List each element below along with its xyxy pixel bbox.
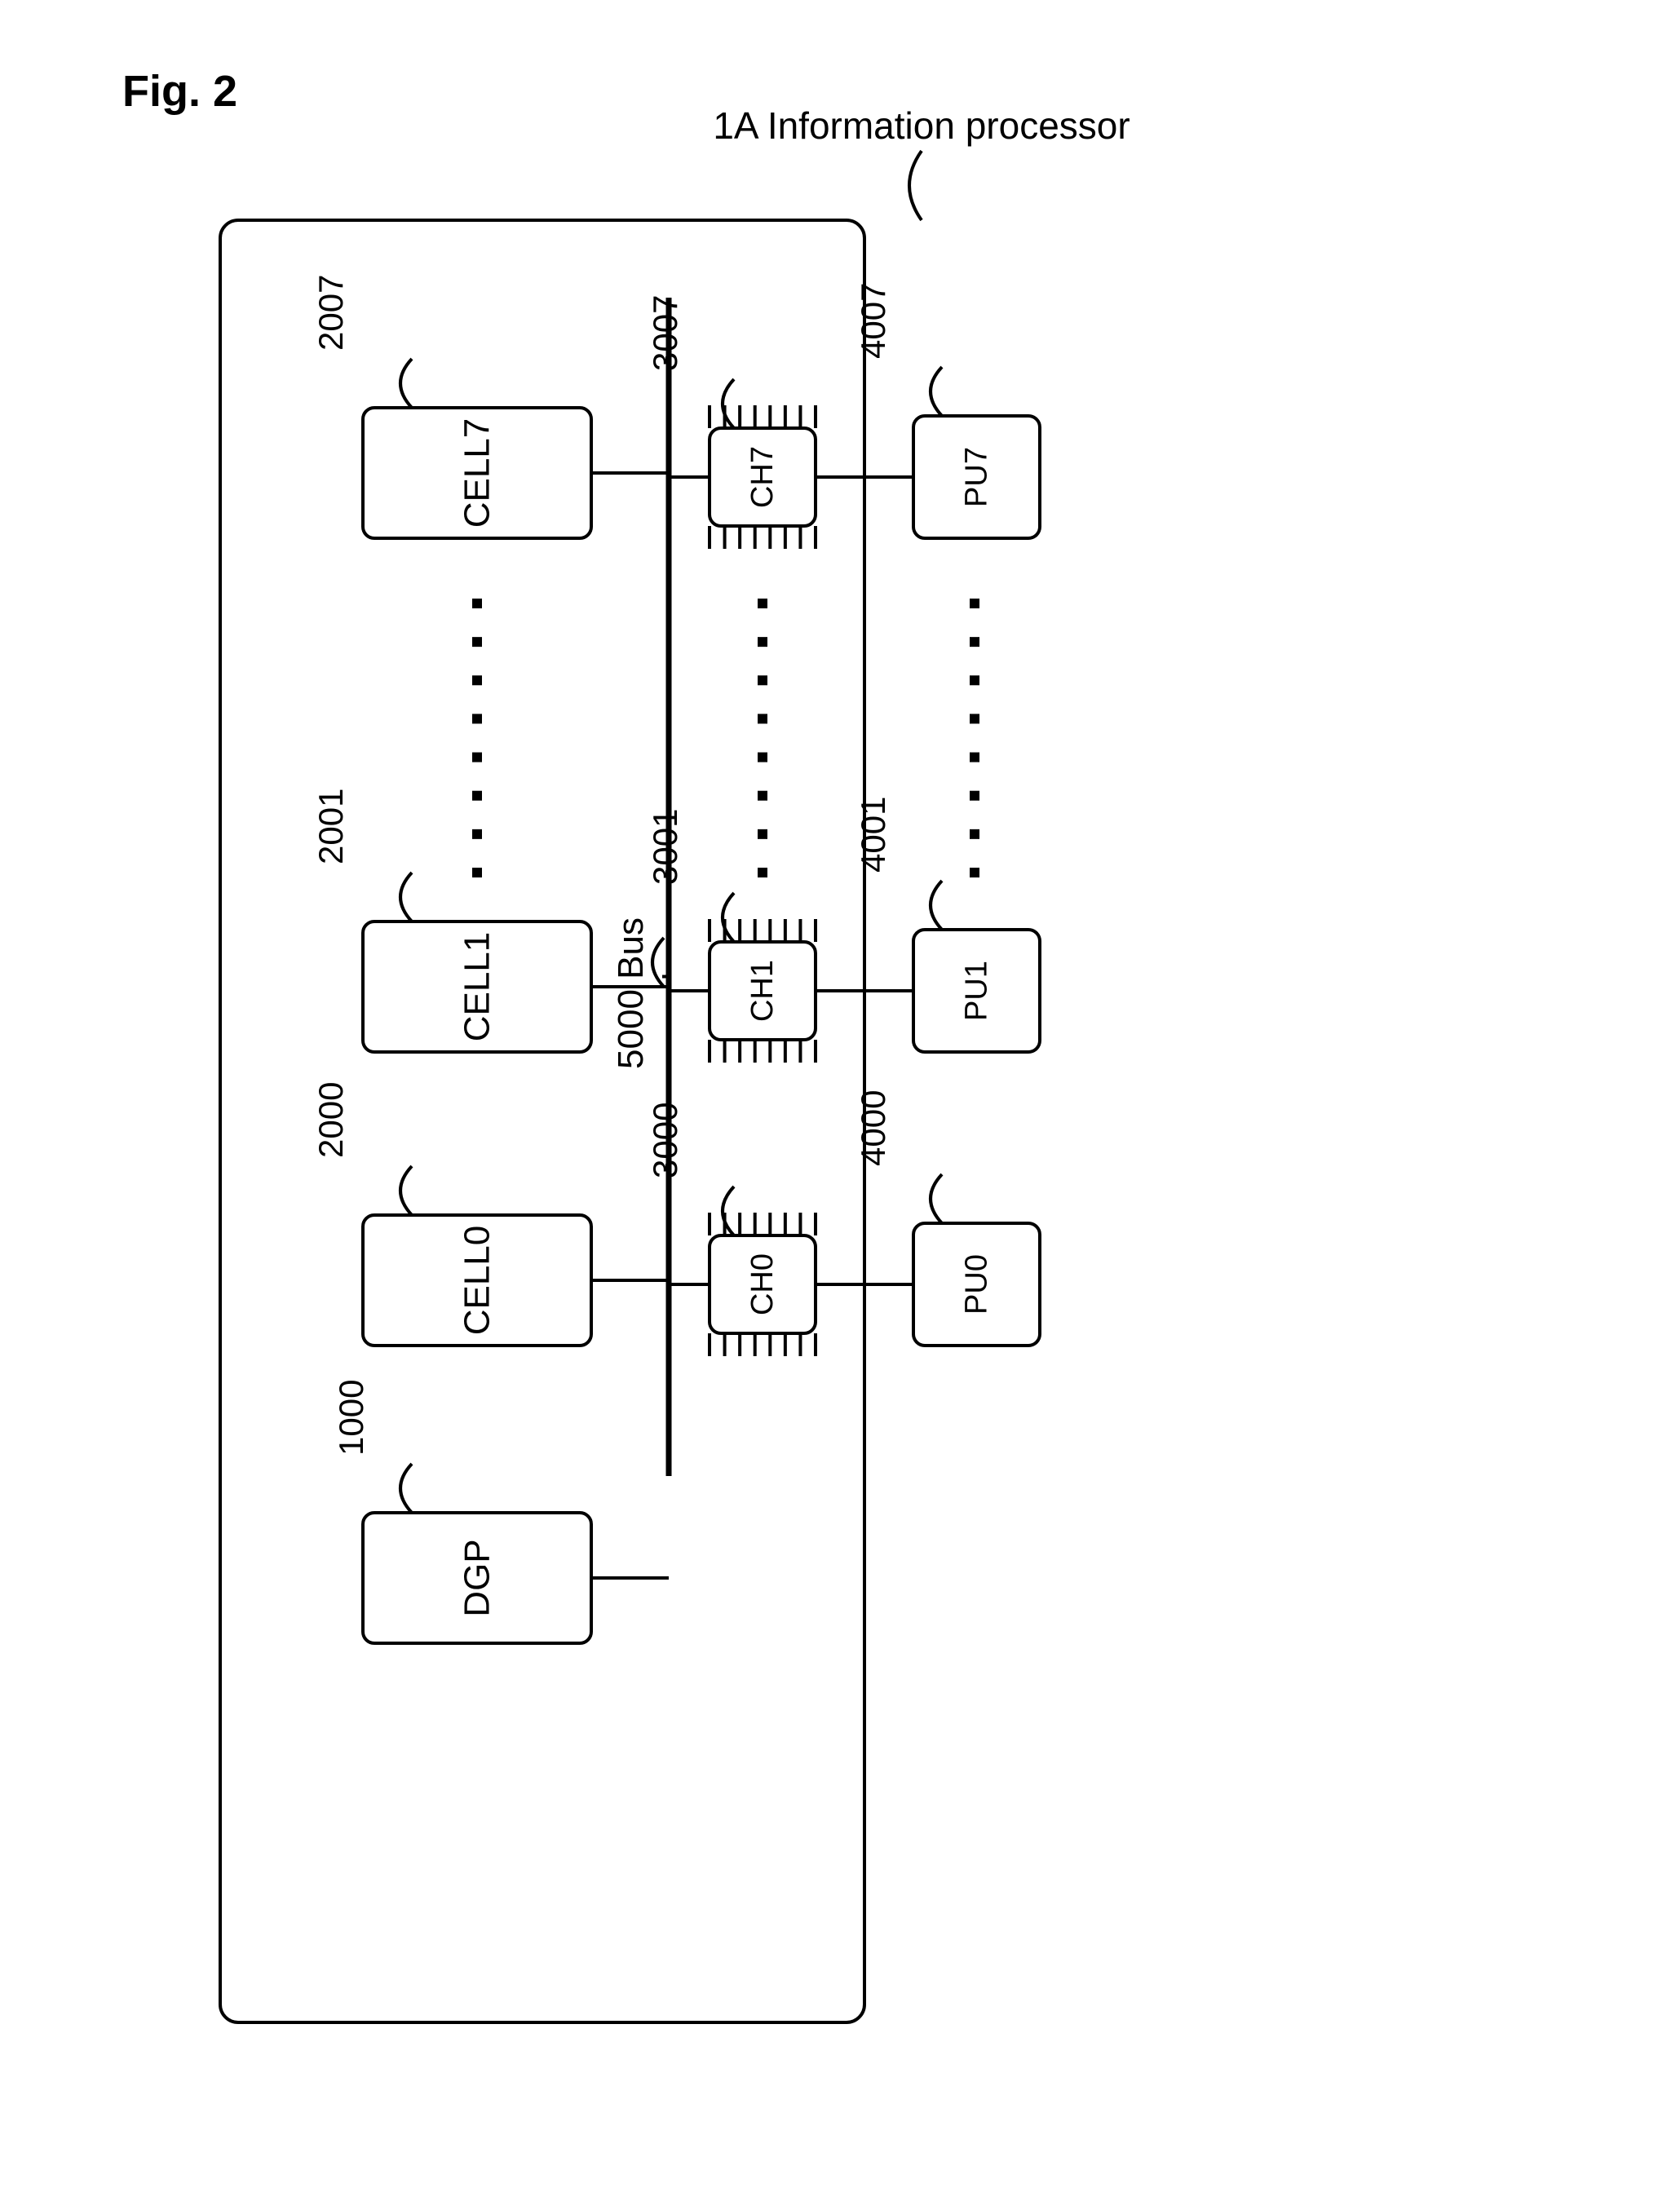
cell1-ref: 2001: [312, 789, 350, 864]
pu1-label: PU1: [960, 961, 994, 1021]
ellipsis-dot: [472, 868, 482, 877]
ch7-ref: 3007: [646, 295, 684, 371]
ch0-ref: 3000: [646, 1103, 684, 1178]
ch0-label: CH0: [745, 1253, 780, 1315]
ellipsis-dot: [758, 829, 767, 839]
ellipsis-dot: [970, 753, 979, 762]
ellipsis-dot: [758, 675, 767, 685]
pu7-ref: 4007: [854, 283, 892, 359]
cell7-label: CELL7: [458, 418, 497, 528]
ellipsis-dot: [472, 791, 482, 801]
ch1-ref: 3001: [646, 809, 684, 885]
ellipsis-dot: [970, 714, 979, 723]
ellipsis-dot: [758, 753, 767, 762]
pu7-label: PU7: [960, 447, 994, 507]
pu0-label: PU0: [960, 1254, 994, 1315]
title-leader: [909, 151, 922, 220]
ellipsis-dot: [970, 637, 979, 647]
ellipsis-dot: [472, 599, 482, 608]
pu1-ref: 4001: [854, 797, 892, 873]
pu7: PU7 4007: [854, 283, 1040, 538]
ellipsis-dot: [970, 791, 979, 801]
ellipsis-dot: [758, 599, 767, 608]
ellipsis-dot: [758, 868, 767, 877]
ellipsis-dot: [472, 675, 482, 685]
ellipsis-dot: [970, 829, 979, 839]
dgp-label: DGP: [458, 1539, 497, 1616]
pu0: PU0 4000: [854, 1090, 1040, 1346]
ellipsis-dot: [758, 714, 767, 723]
bus-label: 5000 Bus: [611, 917, 651, 1069]
cell1-label: CELL1: [458, 932, 497, 1042]
ch7-label: CH7: [745, 446, 780, 508]
ellipsis-dot: [970, 868, 979, 877]
pu0-ref: 4000: [854, 1090, 892, 1166]
ellipsis-dot: [758, 637, 767, 647]
cell0-ref: 2000: [312, 1082, 350, 1158]
ch1-label: CH1: [745, 960, 780, 1022]
diagram-title: 1A Information processor: [713, 104, 1130, 147]
ellipsis-dot: [472, 829, 482, 839]
ellipsis-dot: [970, 599, 979, 608]
ellipsis-dot: [472, 637, 482, 647]
ellipsis-dot: [758, 791, 767, 801]
ellipsis-dot: [472, 714, 482, 723]
cell7-ref: 2007: [312, 275, 350, 351]
dgp-ref: 1000: [332, 1380, 370, 1456]
pu1: PU1 4001: [854, 797, 1040, 1052]
ellipsis-dot: [970, 675, 979, 685]
ellipsis-dot: [472, 753, 482, 762]
cell0-label: CELL0: [458, 1226, 497, 1336]
figure-label: Fig. 2: [122, 67, 237, 116]
